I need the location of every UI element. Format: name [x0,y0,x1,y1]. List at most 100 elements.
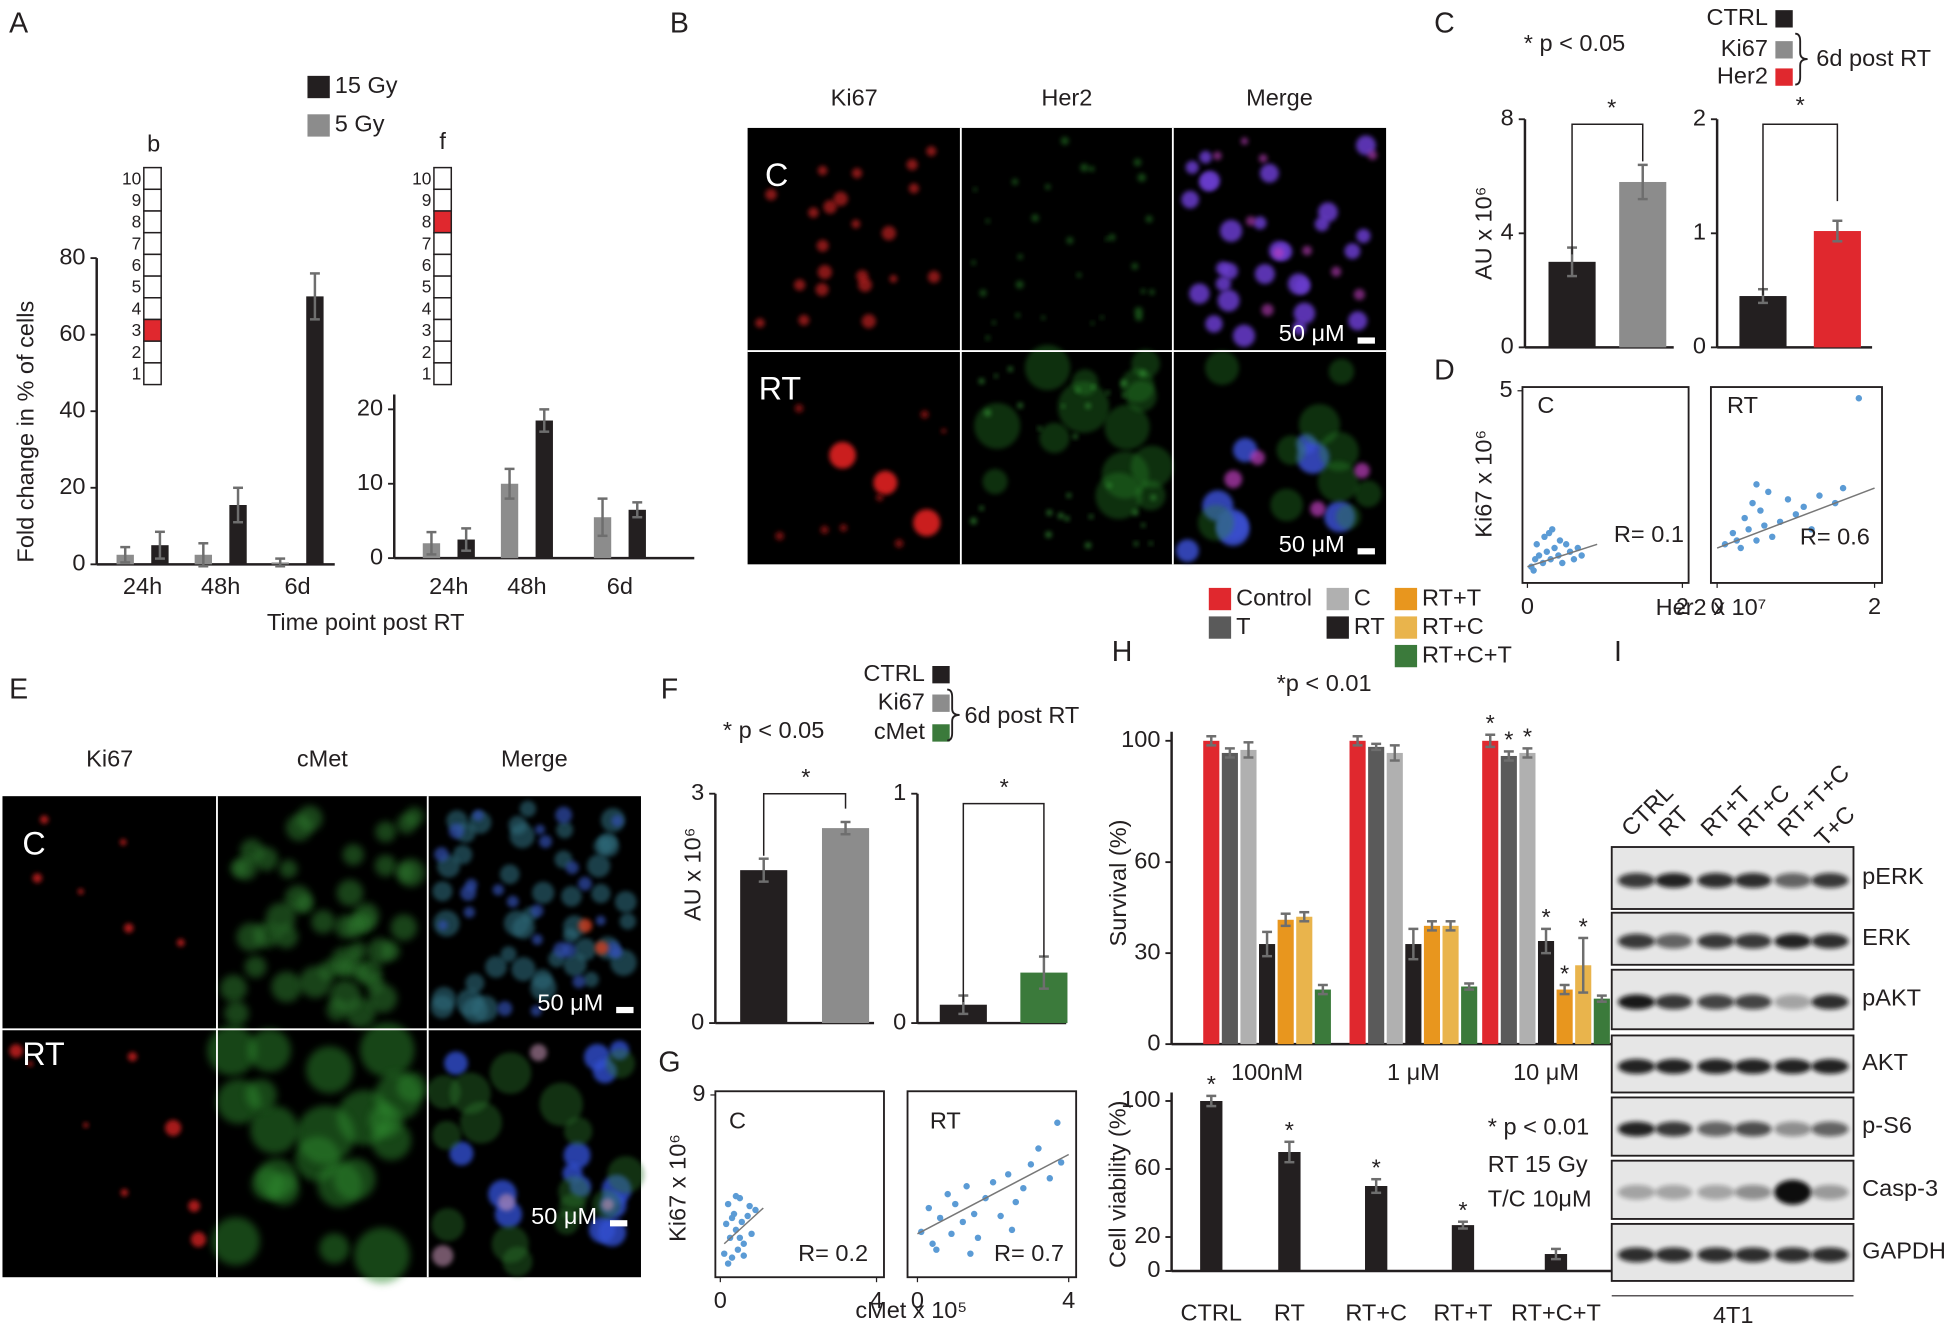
significance-star: * [1541,904,1550,930]
legend-note: 6d post RT [965,702,1080,728]
error-bar [1522,747,1533,759]
cell [9,1044,23,1058]
error-bar [1224,747,1235,759]
scale-bar [616,1006,634,1014]
legend-brace [1795,32,1808,86]
cell [563,928,578,944]
cell [1037,426,1042,431]
x-tick-label: RT+T [1433,1300,1492,1326]
point [1745,526,1752,533]
cell [1353,288,1365,301]
cell [390,914,418,941]
cell [873,470,898,495]
cell [985,218,991,224]
band [1617,1059,1656,1074]
cell [538,835,553,849]
legend-swatch [1208,587,1232,611]
point [1556,537,1564,544]
column-label: Merge [501,745,568,771]
inset-box [433,340,453,364]
error-bar [1317,983,1328,996]
error-bar [1262,930,1273,958]
cell [1120,379,1128,387]
point [1562,541,1570,548]
inset-level: 6 [422,255,432,275]
cell [851,167,863,179]
inset-level: 5 [422,277,432,297]
point [1551,544,1558,552]
cell [595,915,606,926]
cell [594,941,609,955]
x-tick-label: CTRL [1181,1300,1243,1326]
cell [1024,344,1071,391]
y-tick-label: 3 [691,779,704,805]
point [1541,533,1548,541]
significance-star: * [1579,913,1588,939]
bar [1221,752,1238,1045]
cell [1148,541,1153,546]
cell [463,906,476,918]
cell [808,207,819,218]
significance-star: * [1486,710,1495,736]
cell [1121,393,1126,398]
annotation: R= 0.2 [798,1240,868,1266]
legend-label: Ki67 [1721,35,1768,61]
cell [1250,450,1265,466]
y-axis-label: Ki67 x 10⁶ [1470,430,1496,538]
x-tick-label: 100nM [1231,1059,1303,1085]
point [959,1218,967,1226]
bar [1314,989,1331,1045]
cell [485,955,507,978]
y-axis-label: AU x 10⁶ [1470,187,1496,280]
cell [970,517,978,525]
inset-box [143,253,162,277]
cell [1310,501,1326,517]
scale-bar [1357,548,1375,555]
cell [1085,402,1091,409]
row-label: C [22,825,45,861]
inset-level: 6 [132,255,142,275]
panel-letter: C [1434,8,1455,40]
point [734,1246,742,1253]
band [1811,933,1849,949]
band [1734,873,1772,888]
cell [1057,381,1110,433]
cell [207,1025,257,1076]
inset-box [433,318,453,342]
point [1839,484,1847,492]
error-bar [1299,910,1310,923]
cell [531,934,543,946]
band [1697,1184,1735,1200]
band [1617,1184,1656,1200]
significance-star: * [1285,1117,1294,1143]
point [1808,526,1815,533]
trendline [1527,543,1598,568]
bar [1442,925,1459,1045]
cell [359,1022,415,1078]
cell [1072,433,1079,440]
cell [875,493,884,502]
point [936,1214,944,1222]
cell [296,805,323,832]
cell [333,1158,376,1201]
bar [1537,941,1555,1045]
error-bar [1389,744,1400,762]
point [1008,1226,1016,1234]
inset-level: 9 [422,190,432,210]
legend-swatch [1775,10,1793,28]
bar [535,420,553,559]
cell [165,1119,182,1137]
cell [437,920,448,931]
y-tick-label: 20 [59,473,85,499]
band [1774,994,1812,1010]
legend-label: cMet [874,718,925,744]
x-tick-label: 2 [1676,593,1689,619]
blot-row-label: p-S6 [1862,1112,1912,1138]
cell [1205,315,1223,333]
cell [1293,302,1316,325]
cell [299,965,332,998]
inset-box [143,362,162,386]
cell [1355,135,1376,156]
inset-level: 7 [422,233,432,253]
cell [352,964,370,983]
